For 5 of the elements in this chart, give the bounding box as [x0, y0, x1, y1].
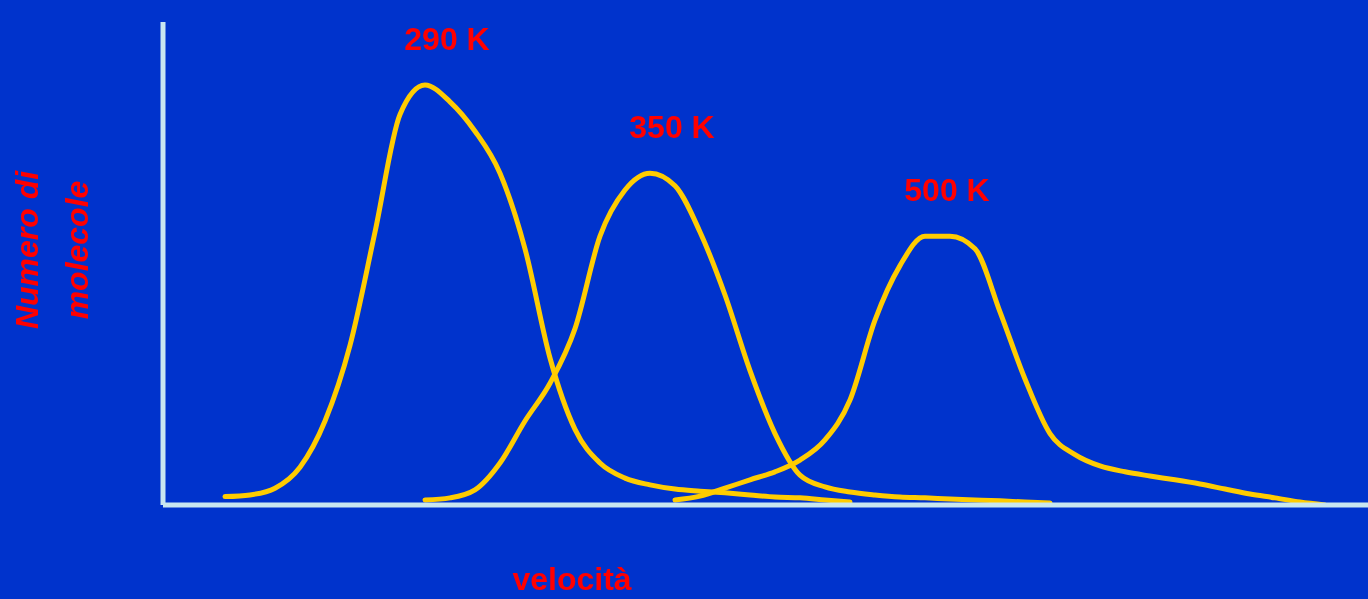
series-label: 290 K [404, 21, 490, 57]
series-label: 500 K [904, 172, 990, 209]
series-label: 350 K [629, 109, 715, 146]
y-axis-title: Numero di molecole [8, 170, 96, 330]
x-axis-title: velocità [511, 560, 633, 598]
